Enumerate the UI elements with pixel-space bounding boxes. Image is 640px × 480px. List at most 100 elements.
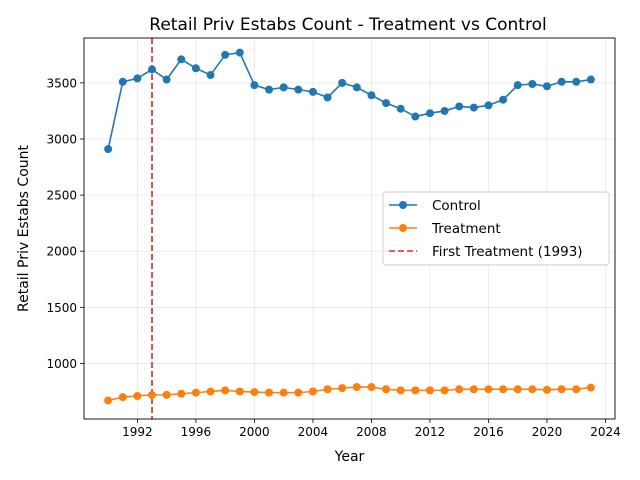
control-data-point bbox=[338, 78, 347, 87]
x-axis-label: Year bbox=[334, 449, 365, 465]
treatment-data-point bbox=[586, 383, 595, 392]
treatment-data-point bbox=[425, 386, 434, 395]
control-data-point bbox=[396, 104, 405, 113]
y-axis-label: Retail Priv Estabs Count bbox=[16, 144, 32, 312]
control-data-point bbox=[411, 112, 420, 121]
control-data-point bbox=[425, 109, 434, 118]
control-data-point bbox=[133, 74, 142, 83]
treatment-data-point bbox=[382, 385, 391, 394]
x-tick-label: 2008 bbox=[356, 425, 387, 439]
treatment-data-point bbox=[133, 391, 142, 400]
treatment-data-point bbox=[528, 385, 537, 394]
treatment-data-point bbox=[411, 386, 420, 395]
treatment-data-point bbox=[294, 388, 303, 397]
treatment-data-point bbox=[455, 385, 464, 394]
x-tick-label: 2020 bbox=[532, 425, 563, 439]
control-data-point bbox=[513, 81, 522, 90]
control-data-point bbox=[528, 80, 537, 89]
grid bbox=[84, 38, 615, 419]
treatment-data-point bbox=[250, 388, 259, 397]
control-data-point bbox=[104, 145, 113, 154]
treatment-data-point bbox=[499, 385, 508, 394]
y-tick-label: 2000 bbox=[46, 245, 77, 259]
control-data-point bbox=[440, 106, 449, 115]
control-data-point bbox=[191, 64, 200, 73]
treatment-data-point bbox=[206, 387, 215, 396]
control-data-point bbox=[572, 77, 581, 86]
y-tick-label: 1500 bbox=[46, 301, 77, 315]
y-tick-label: 1000 bbox=[46, 357, 77, 371]
treatment-data-point bbox=[221, 386, 230, 395]
x-tick-label: 2004 bbox=[298, 425, 329, 439]
treatment-data-point bbox=[396, 386, 405, 395]
legend-box bbox=[382, 191, 610, 266]
treatment-data-point bbox=[513, 385, 522, 394]
control-data-point bbox=[162, 75, 171, 84]
treatment-series-line bbox=[107, 386, 591, 402]
control-data-point bbox=[557, 77, 566, 86]
control-data-point bbox=[235, 48, 244, 57]
treatment-data-point bbox=[279, 388, 288, 397]
treatment-data-point bbox=[440, 386, 449, 395]
control-data-point bbox=[586, 75, 595, 84]
legend-label: First Treatment (1993) bbox=[432, 244, 583, 260]
legend: Control Treatment First Treatment (1993) bbox=[382, 191, 610, 266]
chart-title: Retail Priv Estabs Count - Treatment vs … bbox=[149, 15, 546, 35]
treatment-data-point bbox=[177, 389, 186, 398]
treatment-data-point bbox=[338, 384, 347, 393]
control-data-point bbox=[308, 87, 317, 96]
control-data-point bbox=[279, 83, 288, 92]
control-data-point bbox=[118, 77, 127, 86]
treatment-data-point bbox=[367, 383, 376, 392]
control-data-point bbox=[499, 95, 508, 104]
x-tick-label: 2024 bbox=[590, 425, 621, 439]
treatment-data-point bbox=[235, 387, 244, 396]
control-data-point bbox=[367, 91, 376, 100]
legend-marker bbox=[399, 224, 407, 232]
x-tick-label: 2016 bbox=[473, 425, 504, 439]
treatment-data-point bbox=[352, 383, 361, 392]
x-tick-label: 1996 bbox=[181, 425, 212, 439]
treatment-data-point bbox=[308, 387, 317, 396]
control-data-point bbox=[148, 65, 157, 74]
x-tick-label: 1992 bbox=[122, 425, 153, 439]
legend-treatment: Treatment bbox=[389, 221, 501, 237]
series-group bbox=[104, 48, 595, 405]
control-data-point bbox=[206, 71, 215, 80]
control-data-point bbox=[469, 103, 478, 112]
control-data-point bbox=[542, 82, 551, 91]
x-axis-ticks: 1992 1996 2000 2004 2008 2012 2016 2020 2024 bbox=[122, 419, 621, 439]
treatment-data-point bbox=[572, 385, 581, 394]
control-data-point bbox=[484, 101, 493, 110]
legend-marker bbox=[399, 201, 407, 209]
treatment-data-point bbox=[265, 388, 274, 397]
x-tick-label: 2012 bbox=[415, 425, 446, 439]
treatment-data-point bbox=[469, 385, 478, 394]
treatment-data-point bbox=[162, 390, 171, 399]
control-data-point bbox=[382, 99, 391, 108]
control-data-point bbox=[265, 85, 274, 94]
treatment-data-point bbox=[118, 393, 127, 402]
y-tick-label: 3500 bbox=[46, 76, 77, 90]
treatment-data-point bbox=[323, 385, 332, 394]
control-data-point bbox=[352, 83, 361, 92]
control-data-point bbox=[177, 55, 186, 64]
y-axis-ticks: 1000 1500 2000 2500 3000 3500 bbox=[46, 76, 84, 371]
plot-frame bbox=[83, 37, 616, 420]
y-tick-label: 3000 bbox=[46, 133, 77, 147]
x-tick-label: 2000 bbox=[239, 425, 270, 439]
treatment-data-point bbox=[191, 388, 200, 397]
legend-label: Treatment bbox=[431, 221, 501, 237]
y-tick-label: 2500 bbox=[46, 189, 77, 203]
treatment-data-point bbox=[542, 385, 551, 394]
treatment-data-point bbox=[484, 385, 493, 394]
control-data-point bbox=[323, 93, 332, 102]
treatment-data-point bbox=[148, 390, 157, 399]
treatment-data-point bbox=[557, 385, 566, 394]
control-series-line bbox=[107, 51, 591, 150]
legend-control: Control bbox=[389, 198, 481, 214]
treatment-data-point bbox=[104, 396, 113, 405]
legend-first-treatment: First Treatment (1993) bbox=[389, 244, 583, 260]
control-data-point bbox=[221, 50, 230, 59]
